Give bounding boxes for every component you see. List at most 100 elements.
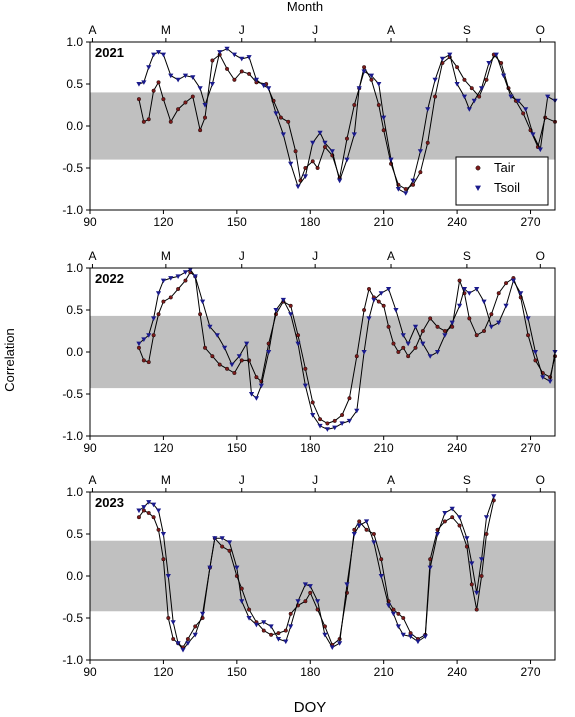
y-tick-label: 0.0 xyxy=(66,345,83,359)
y-tick-label: 0.5 xyxy=(66,303,83,317)
tair-point xyxy=(352,102,357,107)
tsoil-point xyxy=(234,565,240,571)
tsoil-point xyxy=(266,350,272,355)
tsoil-point xyxy=(146,65,152,70)
tsoil-point xyxy=(214,333,220,338)
tsoil-point xyxy=(371,297,377,303)
tsoil-point xyxy=(219,536,225,541)
tair-point xyxy=(469,582,474,587)
y-tick-label: 1.0 xyxy=(66,35,83,49)
x-tick-label: 240 xyxy=(447,215,467,229)
tsoil-point xyxy=(346,418,353,424)
tsoil-point xyxy=(231,52,237,58)
tsoil-point xyxy=(246,55,252,60)
tsoil-point xyxy=(136,341,142,347)
x-tick-label: 90 xyxy=(83,665,97,679)
tair-point xyxy=(141,119,146,124)
tair-point xyxy=(357,519,362,524)
tair-point xyxy=(364,527,369,532)
y-tick-label: 0.0 xyxy=(66,569,83,583)
tair-point xyxy=(420,329,425,334)
tair-point xyxy=(198,128,203,133)
tair-point xyxy=(203,115,208,120)
tair-point xyxy=(293,149,298,154)
tsoil-point xyxy=(390,611,397,617)
tsoil-point xyxy=(315,599,321,604)
tair-point xyxy=(467,316,472,321)
tsoil-point xyxy=(439,56,446,62)
legend-label-tsoil: Tsoil xyxy=(494,180,520,195)
tair-point xyxy=(247,71,252,76)
tsoil-point xyxy=(239,599,245,604)
tair-point xyxy=(347,396,352,401)
tsoil-point xyxy=(481,299,487,305)
tsoil-point xyxy=(491,494,497,499)
month-label: A xyxy=(387,23,395,37)
x-tick-label: 120 xyxy=(153,441,173,455)
tsoil-point xyxy=(212,536,218,541)
tair-point xyxy=(168,295,173,300)
month-label: J xyxy=(312,249,318,263)
tsoil-point xyxy=(182,73,189,79)
x-tick-label: 270 xyxy=(521,215,541,229)
series-tsoil xyxy=(136,46,558,196)
tsoil-point xyxy=(400,632,406,638)
tsoil-point xyxy=(209,82,215,87)
tair-point xyxy=(396,611,401,616)
tsoil-point xyxy=(456,515,463,520)
x-tick-label: 180 xyxy=(300,215,320,229)
x-tick-label: 210 xyxy=(374,665,394,679)
tsoil-point xyxy=(503,303,509,309)
panels-group: A M J J A S O 90 120 150 180 210 240 270 -1.0 -0.5 0.0 0.… xyxy=(62,23,558,679)
tair-point xyxy=(210,354,215,359)
tsoil-point xyxy=(478,557,485,562)
tair-point xyxy=(489,312,494,317)
tsoil-point xyxy=(412,324,419,330)
tsoil-point xyxy=(310,413,316,418)
tsoil-point xyxy=(442,333,448,338)
tsoil-point xyxy=(393,308,399,313)
tair-point xyxy=(136,515,141,520)
tair-point xyxy=(376,102,381,107)
tsoil-point xyxy=(266,86,272,91)
tsoil-point xyxy=(283,639,289,645)
tsoil-point xyxy=(187,267,193,273)
tair-point xyxy=(288,611,293,616)
tsoil-point xyxy=(449,506,455,512)
tsoil-point xyxy=(356,86,362,91)
tair-point xyxy=(362,65,367,70)
tsoil-point xyxy=(474,287,480,292)
tair-point xyxy=(210,58,215,63)
tsoil-point xyxy=(160,52,167,58)
tsoil-point xyxy=(442,511,448,516)
tsoil-point xyxy=(385,603,392,608)
month-label: S xyxy=(463,473,471,487)
tair-point xyxy=(232,77,237,82)
tair-point xyxy=(362,308,367,313)
tsoil-point xyxy=(515,98,521,104)
month-label: M xyxy=(161,249,171,263)
tsoil-point xyxy=(160,278,167,284)
tsoil-point xyxy=(288,624,294,629)
tair-point xyxy=(156,312,161,317)
y-tick-label: -0.5 xyxy=(62,387,83,401)
tair-point xyxy=(151,333,156,338)
tsoil-point xyxy=(197,86,203,91)
month-label: A xyxy=(387,473,395,487)
tair-point xyxy=(203,345,208,350)
tsoil-point xyxy=(427,354,433,359)
tair-point xyxy=(401,345,406,350)
y-tick-label: -0.5 xyxy=(62,611,83,625)
tsoil-point xyxy=(344,582,350,587)
tair-point xyxy=(474,333,479,338)
y-tick-label: 0.0 xyxy=(66,119,83,133)
tsoil-point xyxy=(447,52,453,58)
month-label: J xyxy=(239,249,245,263)
x-tick-label: 120 xyxy=(153,215,173,229)
tsoil-point xyxy=(302,174,308,179)
tsoil-point xyxy=(192,632,198,638)
tsoil-point xyxy=(182,270,189,275)
tair-point xyxy=(269,632,274,637)
significance-band xyxy=(90,540,555,612)
tair-point xyxy=(198,312,203,317)
